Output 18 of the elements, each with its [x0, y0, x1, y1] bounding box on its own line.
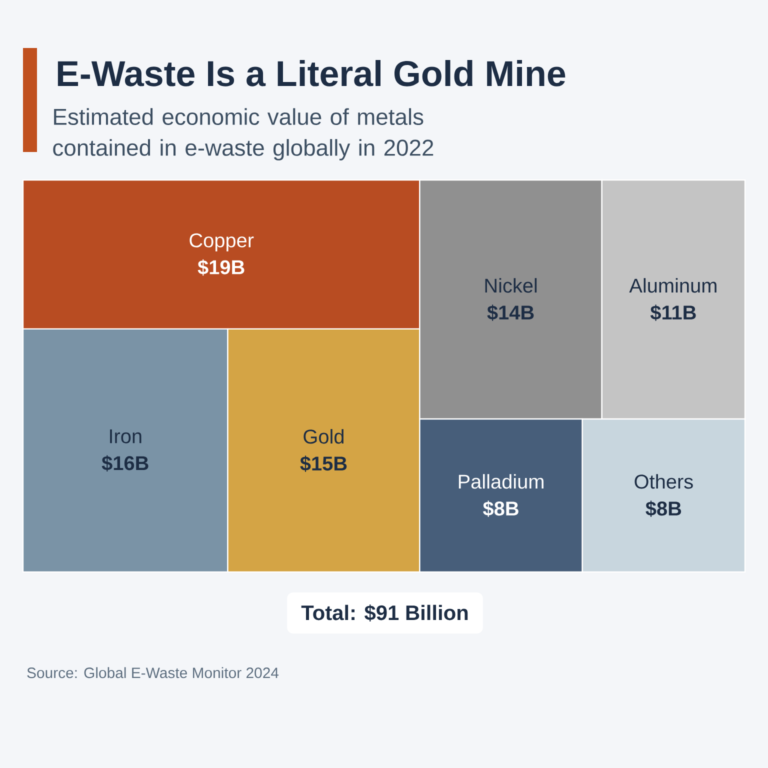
- text: E-Waste Is a Literal Gold Mine: [58, 60, 566, 86]
- data-label: $19B: [198, 259, 244, 276]
- source-note: Source: Global E-Waste Monitor 2024: [27, 667, 279, 678]
- data-label: $8B: [646, 500, 682, 517]
- data-label: $11B: [650, 304, 696, 321]
- category-label: Gold: [304, 429, 344, 444]
- data-label: $16B: [102, 455, 148, 472]
- data-label: $15B: [300, 456, 347, 472]
- data-label: $8B: [483, 500, 518, 517]
- category-label: Iron: [110, 429, 142, 444]
- text: Estimated economic value of metals contained in e-waste globally in 2022: [53, 108, 434, 160]
- category-label: Palladium: [458, 474, 544, 489]
- category-label: Copper: [190, 233, 254, 252]
- category-label: Others: [634, 474, 693, 489]
- text: Total: $91 Billion: [301, 604, 468, 622]
- data-label: $14B: [487, 304, 534, 321]
- category-label: Aluminum: [629, 278, 716, 293]
- category-label: Nickel: [485, 278, 537, 293]
